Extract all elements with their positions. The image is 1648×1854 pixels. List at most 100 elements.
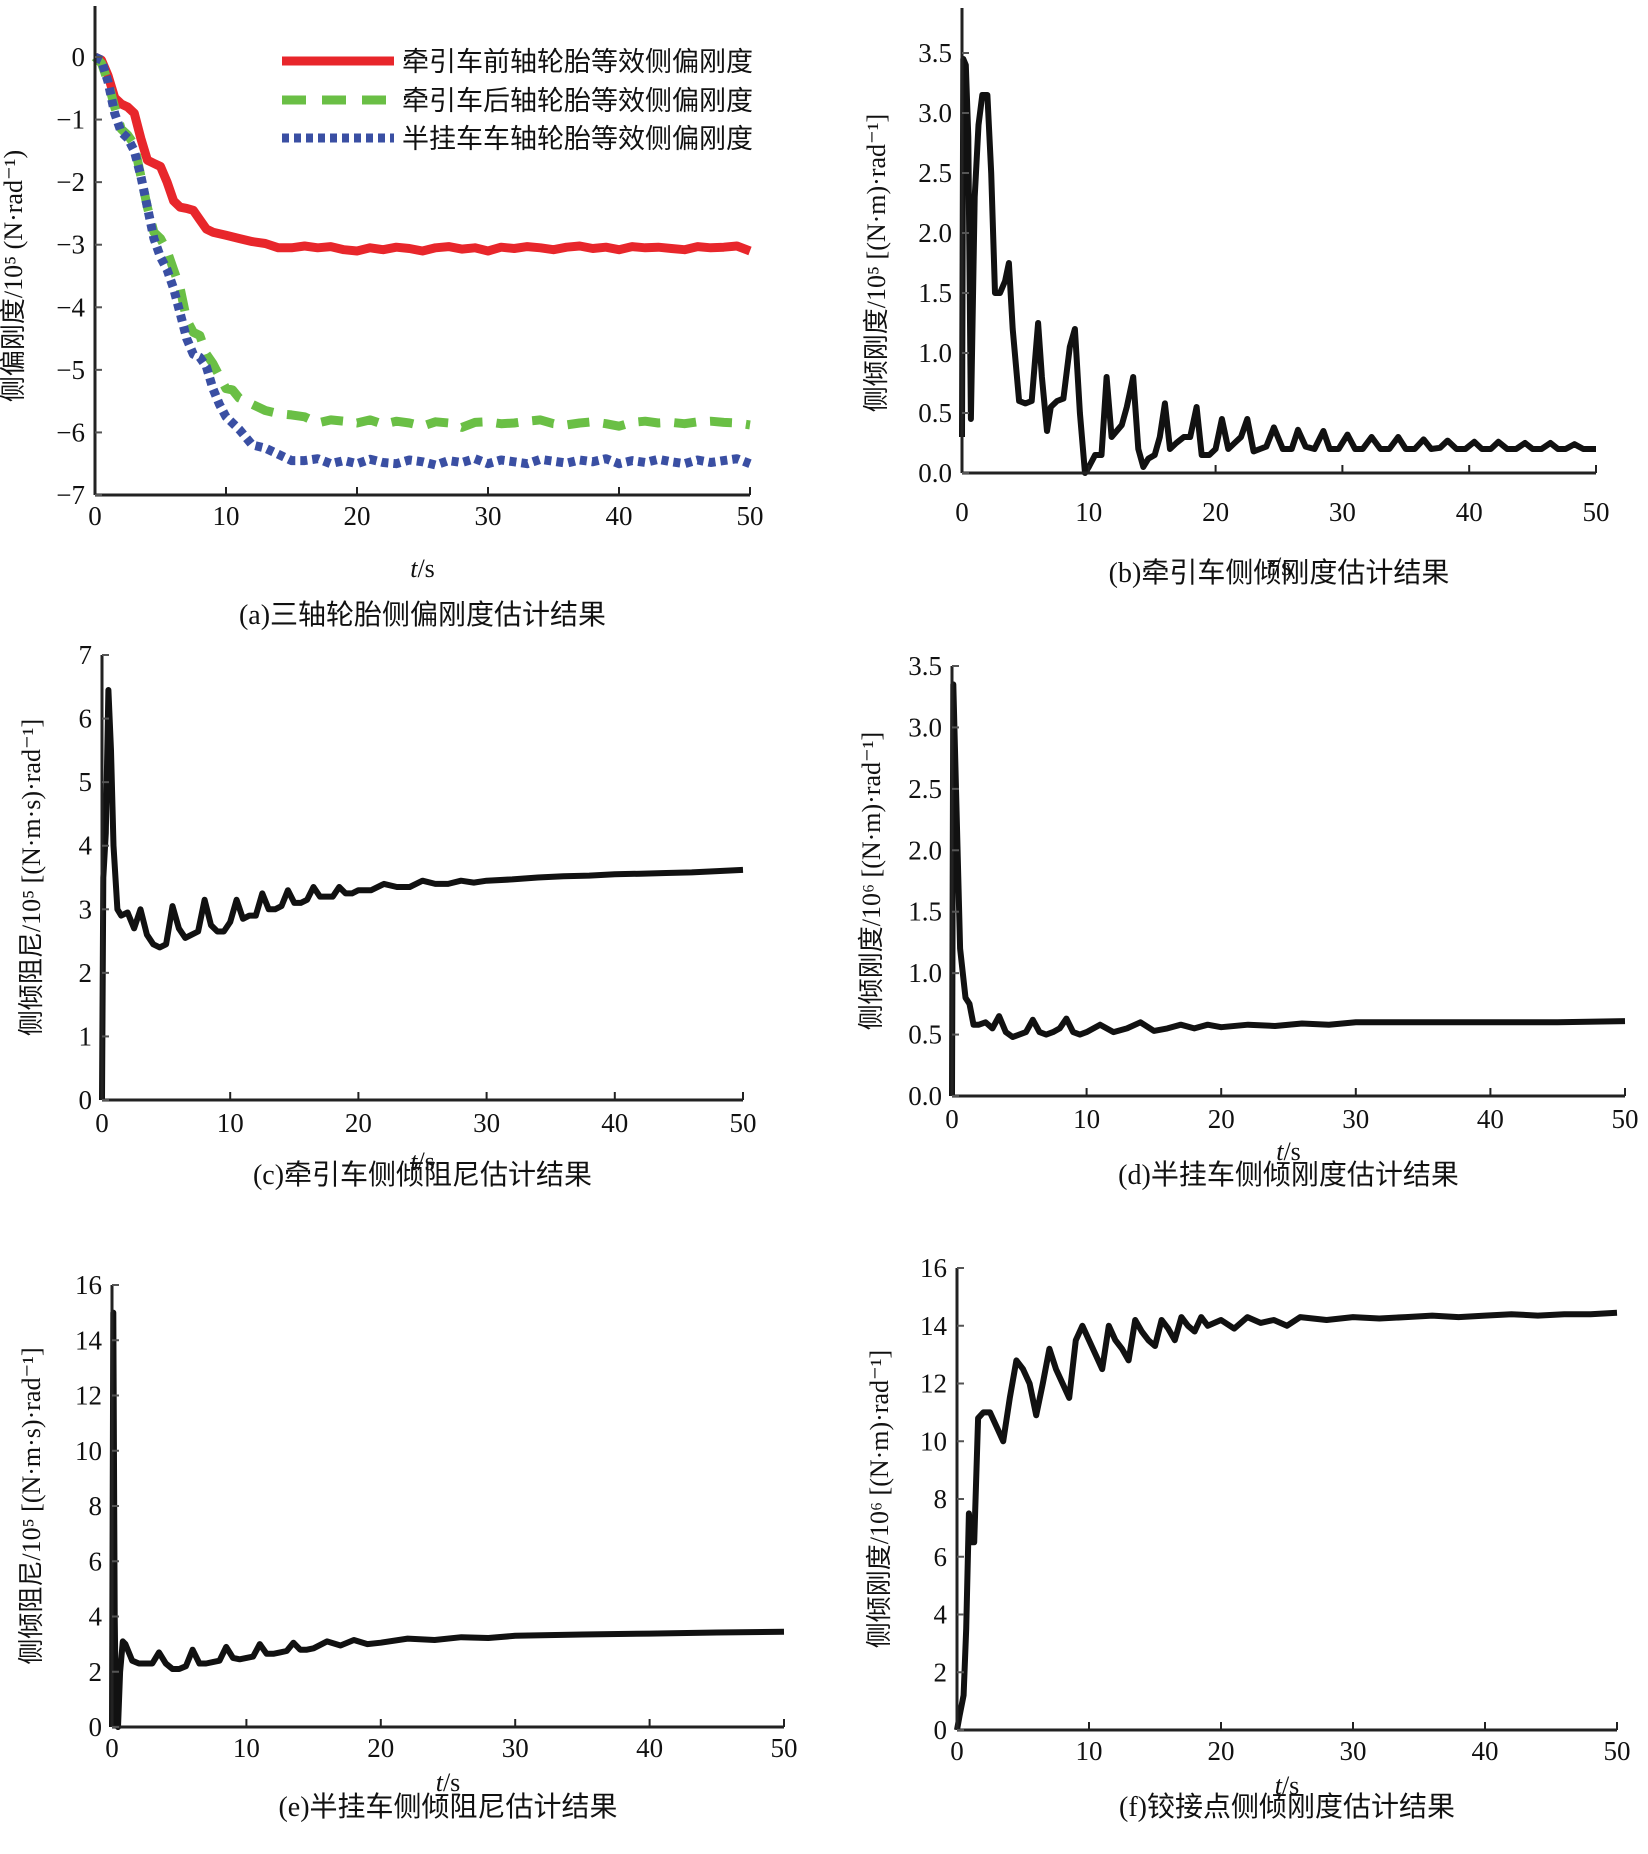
y-tick-label: 6 <box>89 1546 103 1576</box>
y-tick-label: 12 <box>75 1381 102 1411</box>
x-tick-label: 20 <box>1208 1736 1235 1766</box>
series-line-1 <box>99 687 744 1101</box>
y-tick-label: 3.5 <box>918 38 952 68</box>
x-tick-label: 0 <box>105 1733 119 1763</box>
x-tick-label: 40 <box>1477 1104 1504 1134</box>
panel-c: 0 10 20 30 40 50 0 1 2 3 4 5 6 7 t/s 侧倾阻尼/10⁵ [(N·m·s)·… <box>17 640 757 1191</box>
y-tick-label: 0.5 <box>918 398 952 428</box>
x-axis-title-unit: /s <box>417 1147 434 1176</box>
y-tick-label: 0 <box>89 1712 103 1742</box>
x-tick-label: 50 <box>1612 1104 1639 1134</box>
x-axis-title-var: t <box>1276 1137 1284 1166</box>
x-tick-label: 0 <box>88 501 102 531</box>
x-tick-label: 20 <box>1202 497 1229 527</box>
panel-caption: (d)半挂车侧倾刚度估计结果 <box>1118 1159 1459 1191</box>
x-tick-label: 50 <box>737 501 764 531</box>
y-tick-label: 4 <box>934 1600 948 1630</box>
x-tick-label: 50 <box>730 1108 757 1138</box>
x-tick-label: 50 <box>771 1733 798 1763</box>
x-tick-label: 30 <box>473 1108 500 1138</box>
x-tick-label: 50 <box>1604 1736 1631 1766</box>
y-tick-label: 3.0 <box>908 712 942 742</box>
y-tick-label: 2 <box>79 958 93 988</box>
y-axis-title: 侧倾刚度/10⁶ [(N·m)·rad⁻¹] <box>857 732 886 1030</box>
y-tick-label: −4 <box>56 292 85 322</box>
x-tick-label: 30 <box>1329 497 1356 527</box>
y-tick-label: 6 <box>79 704 93 734</box>
x-axis-title: t/s <box>1275 1771 1300 1800</box>
y-tick-label: 10 <box>75 1436 102 1466</box>
y-tick-label: 3.5 <box>908 651 942 681</box>
x-tick-label: 30 <box>1342 1104 1369 1134</box>
y-tick-label: 0 <box>79 1085 93 1115</box>
y-tick-label: 16 <box>75 1270 102 1300</box>
x-tick-label: 30 <box>475 501 502 531</box>
y-tick-label: 12 <box>920 1369 947 1399</box>
x-tick-label: 20 <box>1208 1104 1235 1134</box>
x-tick-label: 10 <box>1075 497 1102 527</box>
y-tick-label: 2 <box>89 1657 103 1687</box>
x-axis-title: t/s <box>410 554 435 583</box>
x-axis-title-var: t <box>410 554 418 583</box>
panel-caption: (b)牵引车侧倾刚度估计结果 <box>1109 557 1450 589</box>
panel-caption: (f)铰接点侧倾刚度估计结果 <box>1119 1791 1455 1823</box>
y-axis-title: 侧倾刚度/10⁵ [(N·m)·rad⁻¹] <box>862 114 891 412</box>
x-tick-label: 10 <box>1076 1736 1103 1766</box>
y-tick-label: 0 <box>934 1715 948 1745</box>
legend-label-1: 牵引车前轴轮胎等效侧偏刚度 <box>402 47 753 78</box>
panel-b: 0 10 20 30 40 50 0.0 0.5 1.0 1.5 2.0 2.5 3.0 3.5 t/s 侧倾… <box>862 8 1610 589</box>
y-tick-label: 1.0 <box>918 338 952 368</box>
series-line-1 <box>954 1309 1618 1731</box>
x-axis-title-var: t <box>436 1768 444 1797</box>
y-tick-label: 2.0 <box>918 218 952 248</box>
y-tick-label: 8 <box>89 1491 103 1521</box>
x-tick-label: 40 <box>1456 497 1483 527</box>
x-axis-title: t/s <box>1267 552 1292 581</box>
x-tick-label: 40 <box>601 1108 628 1138</box>
x-axis-title: t/s <box>436 1768 461 1797</box>
y-tick-label: 0 <box>72 42 86 72</box>
y-tick-label: −1 <box>56 105 85 135</box>
y-tick-label: 10 <box>920 1426 947 1456</box>
x-axis-title-unit: /s <box>417 554 434 583</box>
y-tick-label: 2.5 <box>918 158 952 188</box>
x-tick-label: 0 <box>95 1108 109 1138</box>
x-axis-title-var: t <box>1267 552 1275 581</box>
series-line-3 <box>93 52 752 470</box>
x-tick-label: 30 <box>1340 1736 1367 1766</box>
panel-f: 0 10 20 30 40 50 0 2 4 6 8 10 12 14 16 t/s 侧倾刚度/10⁶ [(N·… <box>865 1253 1631 1823</box>
y-tick-label: 4 <box>79 831 93 861</box>
x-tick-label: 0 <box>950 1736 964 1766</box>
y-axis-title: 侧倾刚度/10⁶ [(N·m)·rad⁻¹] <box>865 1350 894 1648</box>
legend-label-2: 牵引车后轴轮胎等效侧偏刚度 <box>402 86 753 117</box>
y-tick-label: −7 <box>56 480 85 510</box>
x-tick-label: 30 <box>502 1733 529 1763</box>
x-tick-label: 10 <box>217 1108 244 1138</box>
y-tick-label: 16 <box>920 1253 947 1283</box>
y-tick-label: 5 <box>79 767 93 797</box>
x-tick-label: 10 <box>233 1733 260 1763</box>
x-tick-label: 0 <box>945 1104 959 1134</box>
series-line-1 <box>949 681 1626 1097</box>
y-tick-label: 14 <box>920 1311 948 1341</box>
y-tick-label: −5 <box>56 355 85 385</box>
y-tick-label: 0.0 <box>918 458 952 488</box>
panel-d: 0 10 20 30 40 50 0.0 0.5 1.0 1.5 2.0 2.5 3.0 3.5 t/s 侧倾… <box>857 651 1639 1191</box>
panel-e: 0 10 20 30 40 50 0 2 4 6 8 10 12 14 16 t/s 侧倾阻尼/10⁵ [(N·… <box>17 1270 798 1823</box>
x-tick-label: 10 <box>213 501 240 531</box>
y-axis-title: 侧倾阻尼/10⁵ [(N·m·s)·rad⁻¹] <box>17 719 46 1036</box>
y-tick-label: 1.0 <box>908 958 942 988</box>
x-axis-title: t/s <box>1276 1137 1301 1166</box>
panel-caption: (e)半挂车侧倾阻尼估计结果 <box>278 1791 617 1823</box>
y-tick-label: 7 <box>79 640 93 670</box>
x-axis-title: t/s <box>410 1147 435 1176</box>
x-axis-title-unit: /s <box>1274 552 1291 581</box>
series-line-1 <box>109 1309 785 1730</box>
y-tick-label: 14 <box>75 1325 103 1355</box>
y-tick-label: 1 <box>79 1021 93 1051</box>
x-tick-label: 40 <box>1472 1736 1499 1766</box>
y-axis-title: 侧倾阻尼/10⁵ [(N·m·s)·rad⁻¹] <box>17 1347 46 1664</box>
x-axis-title-unit: /s <box>443 1768 460 1797</box>
series-line-1 <box>93 52 752 256</box>
